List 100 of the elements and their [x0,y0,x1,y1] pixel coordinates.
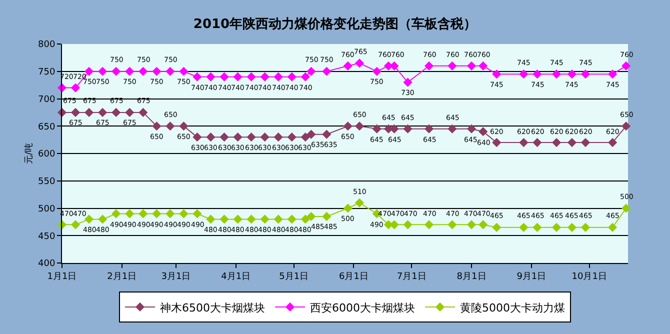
point [179,209,188,218]
point [466,124,476,134]
point [152,209,162,218]
point [300,72,310,82]
point [84,214,94,224]
point [166,122,175,131]
point [532,70,542,79]
point [112,108,121,117]
point [552,70,562,79]
point [492,222,502,232]
y-tick-label: 550 [38,177,56,188]
point [112,209,121,218]
point [138,209,148,218]
point [448,220,457,230]
point [166,209,175,218]
y-tick-label: 750 [38,68,56,78]
point [580,138,590,148]
point [403,220,412,230]
point [322,66,332,76]
point [478,127,488,136]
point [206,214,216,224]
point [466,220,476,230]
legend-label: 西安6000大卡烟煤块 [310,301,415,314]
point [246,214,256,224]
point [98,108,108,117]
point [372,124,382,134]
point [192,72,202,82]
legend-label: 神木6500大卡烟煤块 [160,301,265,314]
point [152,122,162,131]
legend-label: 黄陵5000大卡动力煤 [460,301,565,314]
point [287,72,296,82]
point [519,222,528,232]
x-tick-label: 2月1日 [107,272,137,282]
point [206,72,216,82]
point [424,220,434,230]
point [192,132,202,142]
point [274,72,283,82]
point [246,72,256,82]
point [567,138,577,148]
point [343,61,352,70]
point [343,122,352,131]
y-tick-label: 500 [38,204,56,214]
point [98,214,108,224]
point [354,122,364,131]
point [233,214,242,224]
point [322,130,332,139]
x-tick-label: 7月1日 [396,272,426,282]
point [274,214,283,224]
x-tick-label: 4月1日 [221,272,251,282]
point [138,66,148,76]
point [152,66,162,76]
point [622,122,631,131]
y-tick-label: 400 [38,259,56,270]
point [354,198,364,208]
point [552,138,562,148]
point [322,212,332,222]
point [608,138,618,148]
point [448,124,457,134]
point [306,66,316,76]
point [70,83,80,92]
chart-title: 2010年陕西动力煤价格变化走势图（车板含税） [193,16,477,32]
point [287,214,296,224]
y-tick-label: 600 [38,150,56,160]
point [492,70,502,79]
point [300,132,310,142]
point [622,61,631,70]
point [306,212,316,222]
point [492,138,502,148]
point [84,66,94,76]
point [179,122,188,131]
point [552,222,562,232]
y-tick-label: 800 [38,40,56,50]
point [424,61,434,70]
point [220,72,229,82]
point [260,214,270,224]
point [424,124,434,134]
point [125,108,134,117]
point [233,132,242,142]
point [478,220,488,230]
point [112,66,121,76]
point [567,222,577,232]
x-tick-label: 3月1日 [161,272,191,282]
y-axis-title: 元/吨 [23,142,34,164]
x-tick-label: 5月1日 [279,272,309,282]
point [580,222,590,232]
point [192,209,202,218]
point [125,66,134,76]
point [580,70,590,79]
x-tick-label: 6月1日 [338,272,368,282]
point [206,132,216,142]
point [519,138,528,148]
point [260,132,270,142]
x-tick-label: 9月1日 [516,272,546,282]
point [287,132,296,142]
point [260,72,270,82]
point [448,61,457,70]
point [274,132,283,142]
x-tick-label: 1月1日 [47,272,77,282]
point [138,108,148,117]
point [567,70,577,79]
